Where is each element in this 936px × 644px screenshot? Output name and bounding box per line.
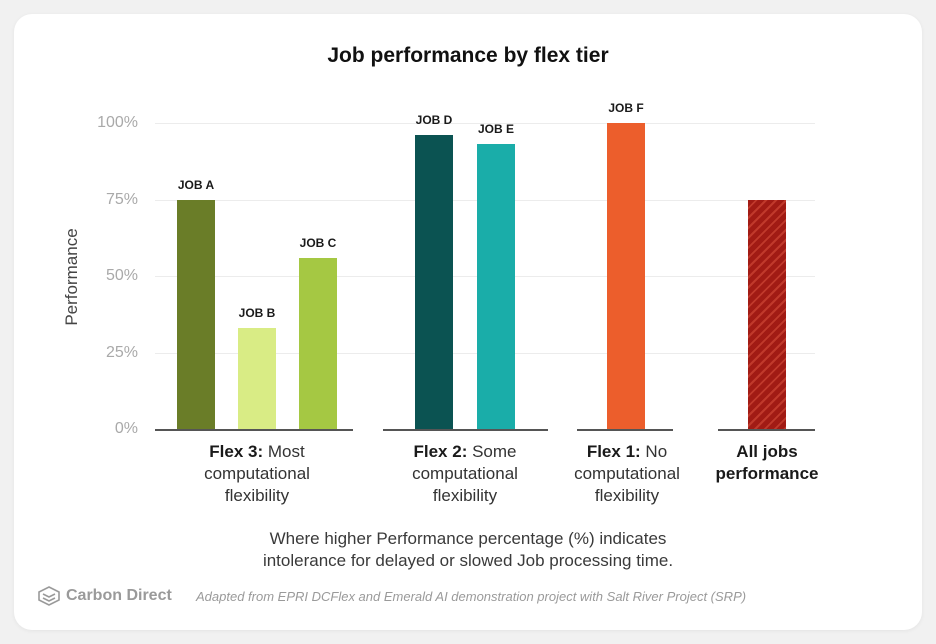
category-label-all: All jobs performance [707,441,827,485]
category-description: No computational flexibility [574,442,680,505]
bar-all [748,199,786,429]
group-baseline [718,429,815,431]
bar-job-b [238,328,276,429]
y-tick-label: 75% [105,190,138,208]
y-tick-label: 100% [97,114,138,131]
chart-footnote: Where higher Performance percentage (%) … [0,528,936,572]
y-tick-label: 25% [105,343,138,361]
y-tick-label: 50% [105,267,138,284]
footnote-text: Where higher Performance percentage (%) … [262,529,674,570]
bar-job-d [415,135,453,429]
category-label-flex1: Flex 1: No computational flexibility [547,441,707,507]
group-baseline [383,429,548,431]
category-description: Some computational flexibility [412,442,518,505]
bar-job-c [299,257,337,429]
brand-name: Carbon Direct [66,587,172,604]
bar-label: JOB B [238,306,276,321]
bar-label: JOB A [177,177,215,192]
bar-label: JOB F [608,101,644,115]
brand-logo: Carbon Direct [38,586,172,606]
y-tick-label: 0% [114,420,138,437]
bar-label: JOB E [477,122,514,137]
category-tier: Flex 3: [209,442,264,461]
group-baseline [155,429,353,431]
category-tier: All jobs performance [715,442,819,483]
bar-job-a [177,199,215,429]
carbon-direct-logo-icon [38,586,60,606]
category-label-flex3: Flex 3: Most computational flexibility [177,441,337,507]
gridline [155,123,815,124]
bar-label: JOB C [299,235,337,250]
chart-title: Job performance by flex tier [327,44,609,67]
category-tier: Flex 2: [413,442,468,461]
bar-job-f [607,123,645,429]
category-tier: Flex 1: [586,442,641,461]
bar-label: JOB D [415,113,453,128]
group-baseline [577,429,673,431]
category-label-flex2: Flex 2: Some computational flexibility [385,441,545,507]
bar-job-e [477,144,515,429]
source-note: Adapted from EPRI DCFlex and Emerald AI … [196,589,747,604]
category-description: Most computational flexibility [204,442,310,505]
